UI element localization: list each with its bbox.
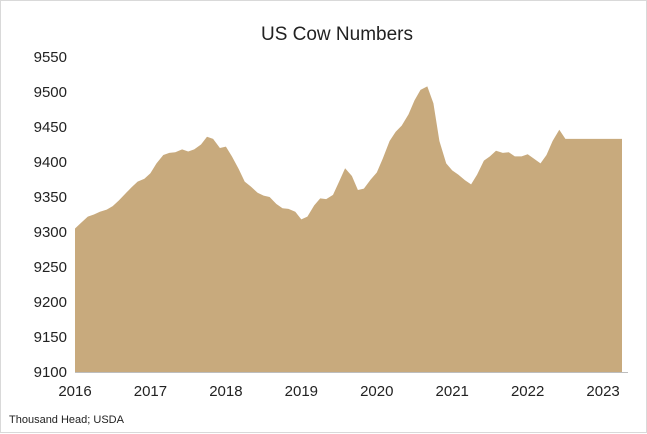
source-note: Thousand Head; USDA xyxy=(9,414,124,426)
x-tick-label: 2023 xyxy=(586,383,619,400)
x-tick-label: 2021 xyxy=(436,383,469,400)
chart-title: US Cow Numbers xyxy=(261,24,413,45)
plot-area xyxy=(75,86,622,373)
x-axis: 2016 2017 2018 2019 2020 2021 2022 2023 xyxy=(58,372,628,400)
y-tick-label: 9350 xyxy=(34,189,67,206)
y-tick-label: 9250 xyxy=(34,259,67,276)
y-tick-label: 9450 xyxy=(34,119,67,136)
y-tick-label: 9150 xyxy=(34,329,67,346)
y-tick-label: 9200 xyxy=(34,294,67,311)
y-tick-label: 9550 xyxy=(34,49,67,66)
x-tick-label: 2020 xyxy=(360,383,393,400)
y-tick-label: 9400 xyxy=(34,154,67,171)
x-tick-label: 2017 xyxy=(134,383,167,400)
y-tick-label: 9500 xyxy=(34,84,67,101)
y-axis: 9100 9150 9200 9250 9300 9350 9400 9450 9500 9550 xyxy=(34,49,67,381)
x-tick-label: 2019 xyxy=(285,383,318,400)
x-tick-label: 2022 xyxy=(511,383,544,400)
y-tick-label: 9300 xyxy=(34,224,67,241)
area-series xyxy=(75,86,622,373)
y-tick-label: 9100 xyxy=(34,364,67,381)
x-tick-label: 2018 xyxy=(209,383,242,400)
x-tick-label: 2016 xyxy=(58,383,91,400)
